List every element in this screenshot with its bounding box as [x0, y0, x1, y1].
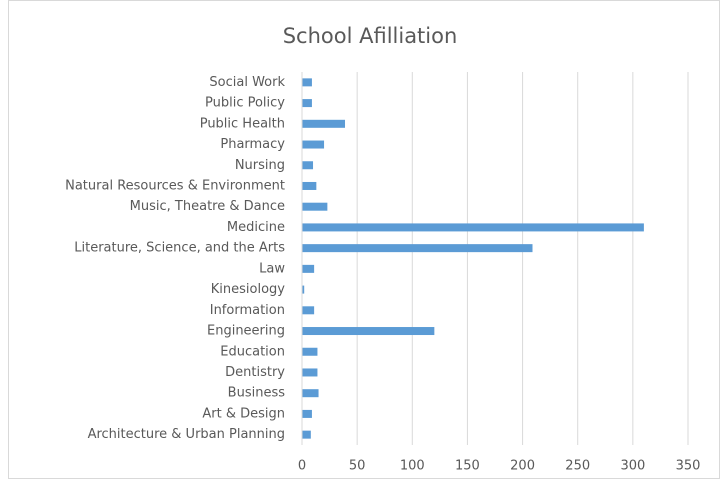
- y-tick-label: Public Health: [200, 116, 285, 131]
- x-tick-label: 250: [565, 459, 590, 474]
- x-tick-label: 100: [400, 459, 425, 474]
- bar: [302, 244, 533, 253]
- y-tick-label: Medicine: [227, 220, 285, 235]
- bar: [302, 161, 314, 170]
- x-tick-label: 200: [510, 459, 535, 474]
- y-tick-label: Kinesiology: [211, 282, 286, 297]
- y-tick-label: Education: [220, 344, 285, 359]
- bar: [302, 78, 312, 87]
- x-tick-label: 150: [455, 459, 480, 474]
- y-tick-label: Architecture & Urban Planning: [88, 427, 285, 442]
- bar: [302, 347, 318, 356]
- x-tick-label: 50: [349, 459, 366, 474]
- bar: [302, 409, 312, 418]
- bar: [302, 264, 315, 273]
- bar: [302, 285, 305, 294]
- bar: [302, 99, 312, 108]
- y-tick-label: Information: [210, 303, 285, 318]
- bar: [302, 181, 317, 190]
- y-tick-label: Law: [259, 261, 285, 276]
- y-tick-label: Engineering: [207, 324, 285, 339]
- bar: [302, 389, 319, 398]
- y-tick-label: Public Policy: [205, 96, 285, 111]
- y-tick-label: Business: [228, 386, 286, 401]
- x-tick-label: 0: [298, 459, 306, 474]
- chart-title: School Afilliation: [283, 24, 458, 48]
- y-tick-label: Dentistry: [225, 365, 285, 380]
- x-tick-label: 300: [620, 459, 645, 474]
- y-tick-label: Music, Theatre & Dance: [130, 199, 285, 214]
- y-tick-label: Social Work: [209, 75, 285, 90]
- bar: [302, 327, 435, 336]
- y-tick-label: Art & Design: [202, 406, 285, 421]
- y-tick-label: Nursing: [235, 158, 285, 173]
- bar: [302, 306, 315, 315]
- bar: [302, 223, 644, 232]
- chart-border: [8, 0, 720, 479]
- x-tick-label: 350: [676, 459, 701, 474]
- bar: [302, 140, 325, 149]
- bar: [302, 202, 328, 211]
- bar: [302, 368, 318, 377]
- bar: [302, 430, 311, 439]
- y-tick-label: Pharmacy: [220, 137, 285, 152]
- bar: [302, 119, 346, 128]
- y-tick-label: Literature, Science, and the Arts: [74, 241, 285, 256]
- y-tick-label: Natural Resources & Environment: [65, 178, 285, 193]
